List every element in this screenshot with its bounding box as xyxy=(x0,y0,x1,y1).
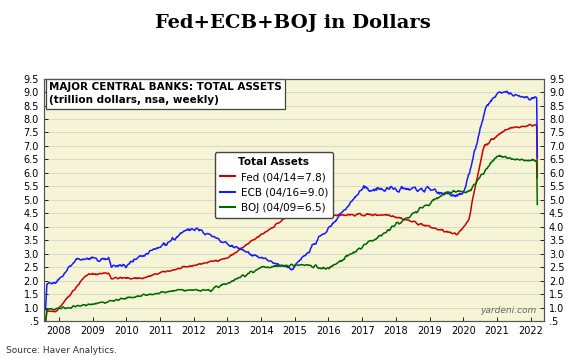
Legend: Fed (04/14=7.8), ECB (04/16=9.0), BOJ (04/09=6.5): Fed (04/14=7.8), ECB (04/16=9.0), BOJ (0… xyxy=(215,152,333,218)
Text: yardeni.com: yardeni.com xyxy=(480,306,536,315)
Text: Fed+ECB+BOJ in Dollars: Fed+ECB+BOJ in Dollars xyxy=(154,14,431,32)
Text: Source: Haver Analytics.: Source: Haver Analytics. xyxy=(6,346,117,355)
Text: MAJOR CENTRAL BANKS: TOTAL ASSETS
(trillion dollars, nsa, weekly): MAJOR CENTRAL BANKS: TOTAL ASSETS (trill… xyxy=(49,82,281,105)
